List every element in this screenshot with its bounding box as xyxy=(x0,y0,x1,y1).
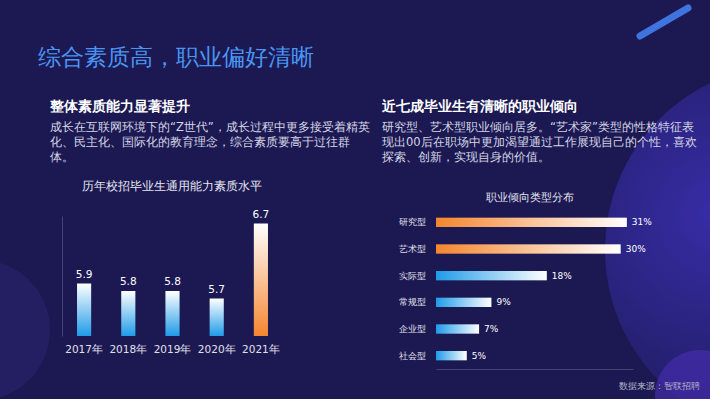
chart: 历年校招毕业生通用能力素质水平 2017年 2018年 2019年 2020年 2021年… xyxy=(63,179,284,355)
bar xyxy=(436,244,621,253)
tick-label: 常规型 xyxy=(399,297,426,307)
decoration xyxy=(0,8,710,399)
tick-label: 实际型 xyxy=(399,271,426,281)
tick-label: 艺术型 xyxy=(399,244,426,254)
tick-label: 2021年 xyxy=(242,343,280,355)
tick: 2018年 xyxy=(109,336,147,355)
tick: 社会型 xyxy=(399,351,436,361)
data-label: 5.9 xyxy=(76,268,93,280)
bar xyxy=(436,271,547,280)
tick-label: 2017年 xyxy=(65,343,103,355)
tick: 2019年 xyxy=(154,336,192,355)
bar xyxy=(210,299,224,337)
y-axis xyxy=(62,217,63,337)
data-label: 30% xyxy=(626,244,646,254)
tick: 研究型 xyxy=(399,217,436,227)
source-note: 数据来源：智联招聘 xyxy=(619,380,700,393)
data-label: 6.7 xyxy=(253,208,270,220)
slide: 历年校招毕业生通用能力素质水平 2017年 2018年 2019年 2020年 2021年… xyxy=(0,0,710,399)
tick-label: 2019年 xyxy=(154,343,192,355)
section-heading: 整体素质能力显著提升 xyxy=(50,98,190,116)
data-label: 5.7 xyxy=(208,283,225,295)
data-label: 31% xyxy=(632,217,652,227)
bar xyxy=(254,224,268,337)
deco-circle xyxy=(655,350,710,399)
tick-label: 研究型 xyxy=(399,217,426,227)
data-label: 5% xyxy=(472,351,487,361)
tick: 2020年 xyxy=(198,336,236,355)
bar xyxy=(165,291,179,336)
slide-title: 综合素质高，职业偏好清晰 xyxy=(38,42,314,73)
section-text: 成长在互联网环境下的“Z世代”，成长过程中更多接受着精英化、民主化、国际化的教育… xyxy=(50,120,372,165)
x-axis: 2017年 2018年 2019年 2020年 2021年 xyxy=(63,336,284,355)
chart-title: 历年校招毕业生通用能力素质水平 xyxy=(82,179,262,193)
tick-label: 2018年 xyxy=(109,343,147,355)
tick-label: 2020年 xyxy=(198,343,236,355)
chart-title: 职业倾向类型分布 xyxy=(486,191,574,203)
y-axis: 研究型艺术型实际型常规型企业型社会型 xyxy=(399,210,437,370)
tick: 实际型 xyxy=(399,271,436,281)
tick: 企业型 xyxy=(399,324,436,334)
axis-line xyxy=(63,336,284,337)
bar xyxy=(121,291,135,336)
bars xyxy=(436,218,627,361)
data-label: 5.8 xyxy=(120,275,137,287)
axis-line xyxy=(436,210,437,370)
data-label: 5.8 xyxy=(164,275,181,287)
x-axis xyxy=(437,369,634,370)
bar xyxy=(77,284,91,337)
deco-circle xyxy=(605,65,710,399)
data-label: 18% xyxy=(552,271,572,281)
data-label: 7% xyxy=(484,324,499,334)
section-heading: 近七成毕业生有清晰的职业倾向 xyxy=(382,98,578,116)
bars xyxy=(77,224,268,337)
tick-label: 企业型 xyxy=(399,324,426,334)
tick-label: 社会型 xyxy=(399,351,426,361)
section-text: 研究型、艺术型职业倾向居多。“艺术家”类型的性格特征表现出00后在职场中更加渴望… xyxy=(382,120,704,165)
tick: 常规型 xyxy=(399,297,436,307)
axis-line xyxy=(437,369,634,370)
data-labels: 31% 30% 18% 9% 7% 5% xyxy=(472,217,653,360)
data-label: 9% xyxy=(496,297,511,307)
deco-line xyxy=(640,8,688,36)
tick: 2017年 xyxy=(65,336,103,355)
bar xyxy=(436,218,627,227)
tick: 艺术型 xyxy=(399,244,436,254)
axis-line xyxy=(62,217,63,337)
data-labels: 5.9 5.8 5.8 5.7 6.7 xyxy=(76,208,270,295)
bar xyxy=(436,351,467,360)
tick: 2021年 xyxy=(242,336,280,355)
bar xyxy=(436,298,491,307)
chart: 职业倾向类型分布研究型艺术型实际型常规型企业型社会型 31% 30% 18% 9% 7% 5… xyxy=(399,191,652,370)
deco-circle xyxy=(0,260,50,399)
bar xyxy=(436,324,479,333)
